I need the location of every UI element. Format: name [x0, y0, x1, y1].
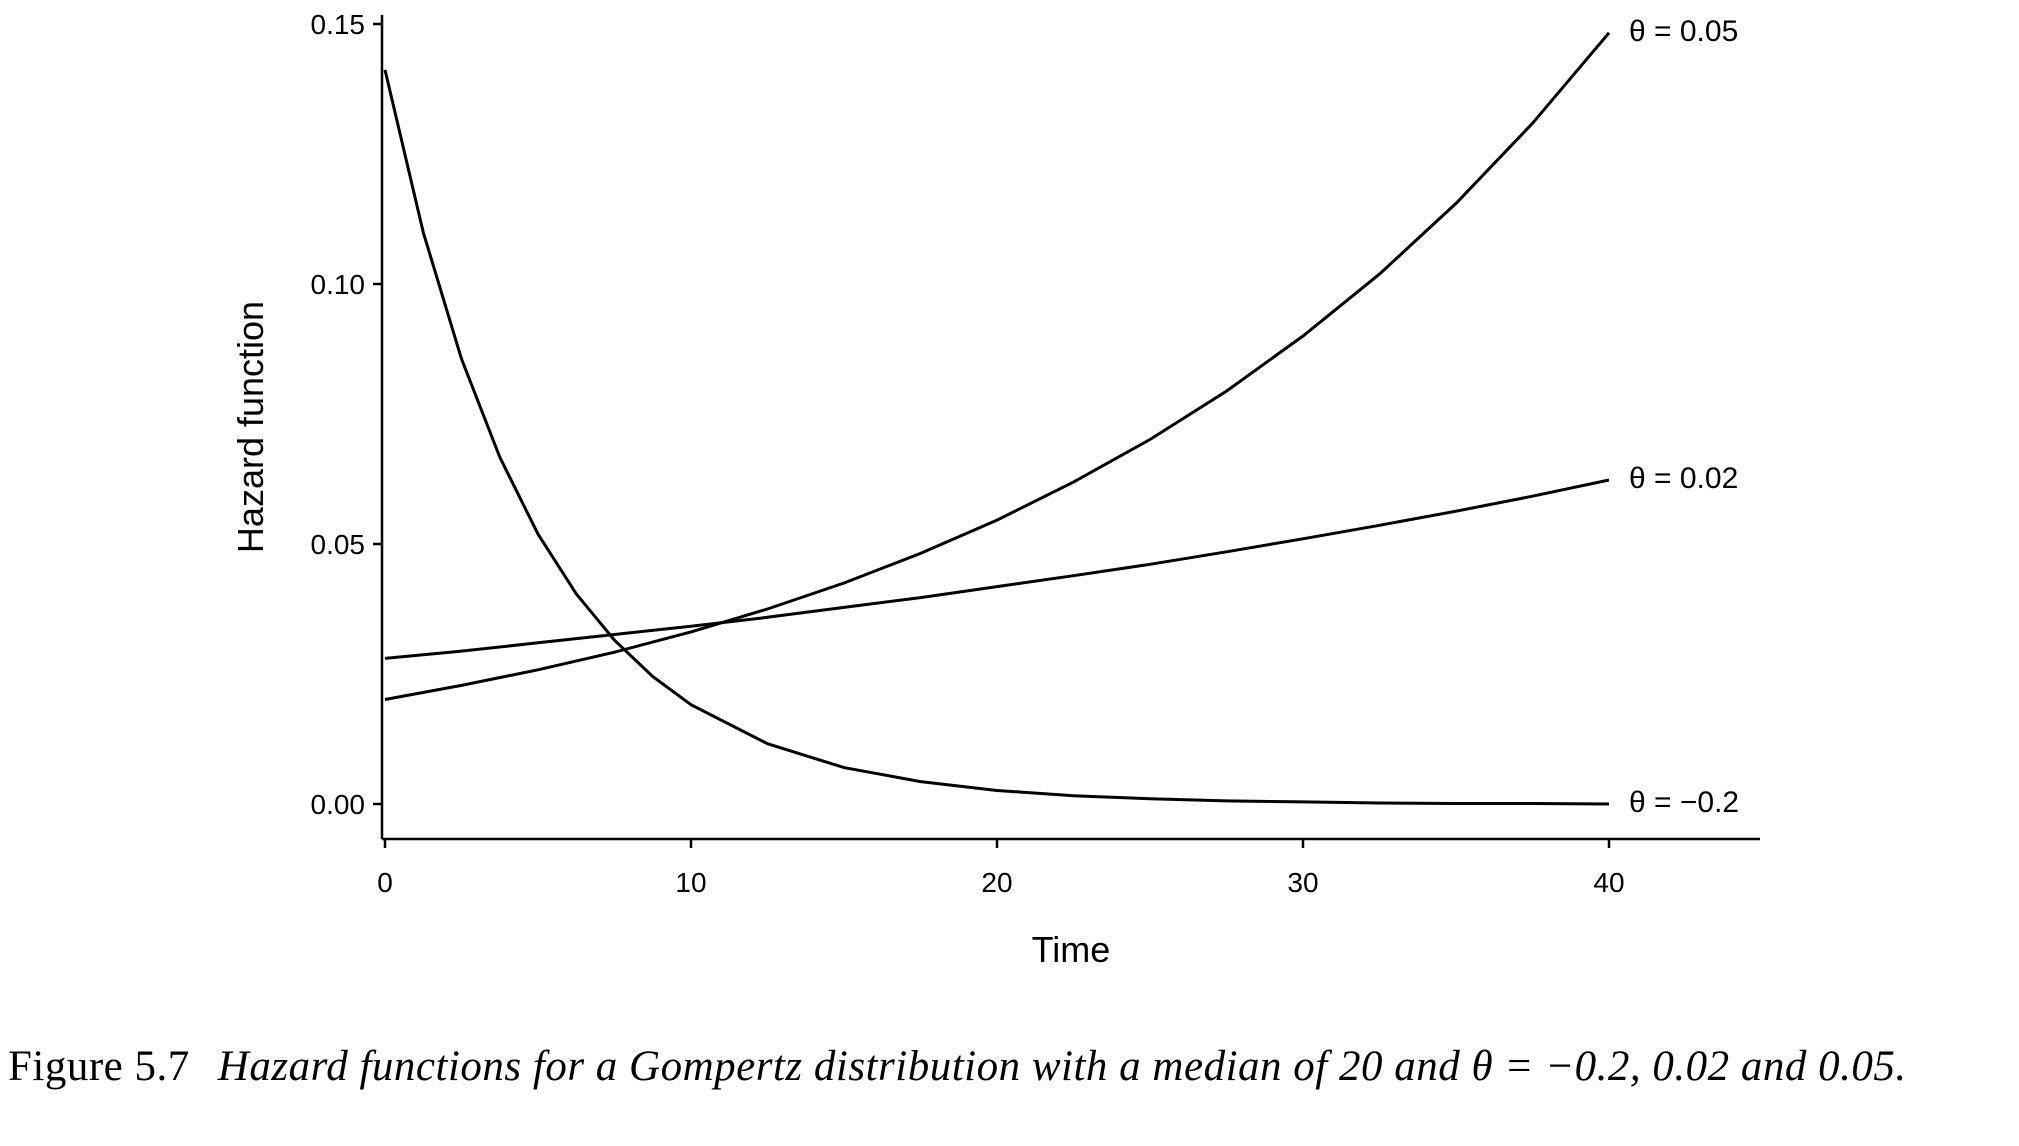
- series-label: θ = −0.2: [1629, 786, 1739, 819]
- series-group: θ = 0.05 θ = 0.02 θ = −0.2: [383, 15, 1739, 819]
- x-tick-label: 30: [1287, 867, 1318, 898]
- y-tick-label: 0.05: [311, 529, 366, 560]
- x-tick-label: 0: [377, 867, 393, 898]
- x-tick-label: 20: [981, 867, 1012, 898]
- series-label: θ = 0.02: [1629, 462, 1738, 495]
- y-tick-label: 0.15: [311, 9, 366, 40]
- caption-text: Hazard functions for a Gompertz distribu…: [217, 1043, 1907, 1090]
- hazard-chart: 0.000.050.100.15 0 10 20 30 40 θ = 0.05θ = 0…: [230, 9, 1760, 970]
- x-tick-label: 40: [1593, 867, 1624, 898]
- caption-label: Figure 5.7: [8, 1043, 190, 1090]
- y-tick-label: 0.10: [311, 269, 366, 300]
- series-line: [384, 31, 1611, 701]
- x-tick-label: 10: [675, 867, 706, 898]
- series-label: θ = 0.05: [1629, 15, 1738, 48]
- x-axis-title: Time: [1032, 929, 1111, 970]
- y-tick-label: 0.00: [311, 789, 366, 820]
- series-line: [383, 69, 1610, 806]
- y-ticks: 0.00 0.05 0.10 0.15: [311, 9, 382, 820]
- series-line: [384, 478, 1610, 660]
- figure-caption: Figure 5.7 Hazard functions for a Gompert…: [8, 1040, 2013, 1094]
- axes: 0.00 0.05 0.10 0.15 0 10 20 30 40: [311, 9, 1760, 898]
- y-axis-title: Hazard function: [230, 301, 271, 553]
- x-ticks: 0 10 20 30 40: [377, 839, 1625, 898]
